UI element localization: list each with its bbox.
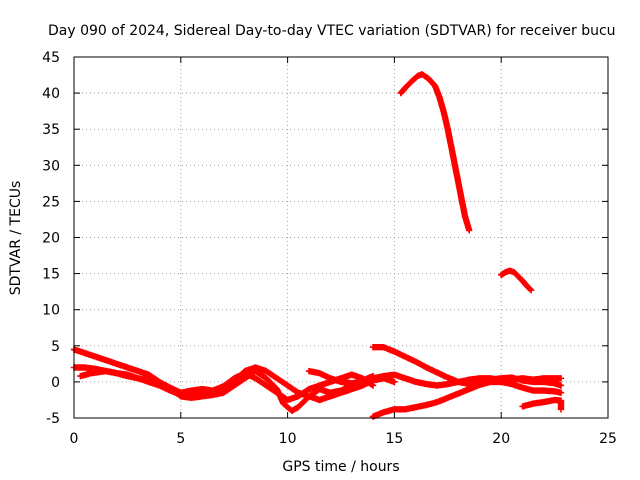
series-track-tail-points xyxy=(519,396,565,413)
x-axis-label: GPS time / hours xyxy=(282,459,399,475)
x-tick-label: 10 xyxy=(279,431,297,447)
series-track-bottom-points xyxy=(369,378,565,420)
x-tick-label: 25 xyxy=(599,431,617,447)
x-tick-label: 5 xyxy=(176,431,185,447)
y-tick-label: 5 xyxy=(51,339,60,355)
x-tick-label: 20 xyxy=(492,431,510,447)
chart-title: Day 090 of 2024, Sidereal Day-to-day VTE… xyxy=(48,23,616,39)
y-tick-label: 35 xyxy=(42,122,60,138)
y-axis: -5 0 5 10 15 20 25 30 35 40 45 xyxy=(42,50,608,427)
series-track-high-points xyxy=(397,71,473,234)
y-tick-label: 45 xyxy=(42,50,60,66)
series-track-spike xyxy=(498,267,535,294)
series-track-bottom xyxy=(369,378,565,420)
y-tick-label: 15 xyxy=(42,267,60,283)
series-track-spike-points xyxy=(498,267,535,294)
gridlines xyxy=(74,57,608,418)
x-tick-label: 15 xyxy=(385,431,403,447)
series-track-low-3-points xyxy=(77,367,377,414)
series-track-low-3 xyxy=(77,367,377,414)
y-tick-label: 30 xyxy=(42,158,60,174)
y-tick-label: 0 xyxy=(51,375,60,391)
data-points xyxy=(70,71,565,420)
y-tick-label: 40 xyxy=(42,86,60,102)
y-tick-label: 25 xyxy=(42,194,60,210)
x-axis: 0 5 10 15 20 25 xyxy=(70,57,617,447)
y-tick-label: 20 xyxy=(42,231,60,247)
series-track-high xyxy=(397,71,473,234)
y-axis-label: SDTVAR / TECUs xyxy=(8,181,24,296)
y-tick-label: 10 xyxy=(42,303,60,319)
y-tick-label: -5 xyxy=(46,411,60,427)
series-track-tail xyxy=(519,396,565,413)
x-tick-label: 0 xyxy=(70,431,79,447)
